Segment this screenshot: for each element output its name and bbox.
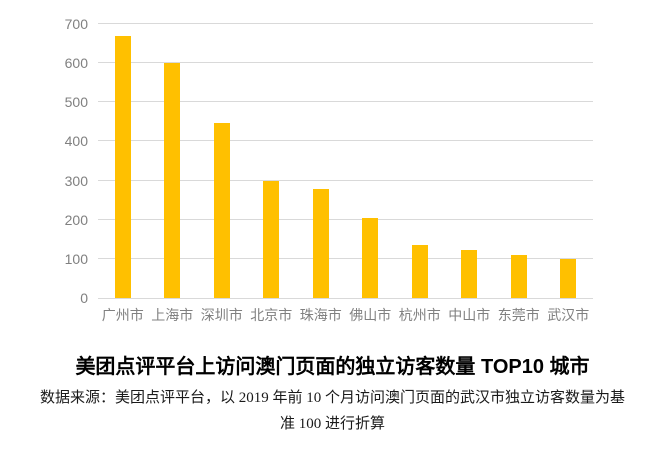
y-tick-label-100: 100 bbox=[64, 250, 88, 267]
y-tick-label-300: 300 bbox=[64, 172, 88, 189]
x-axis-label-3: 北京市 bbox=[250, 307, 293, 323]
x-axis-label-0: 广州市 bbox=[101, 307, 144, 323]
bar-band-1 bbox=[148, 24, 198, 298]
gridline-300 bbox=[98, 179, 593, 181]
gridline-400 bbox=[98, 140, 593, 142]
bar-series bbox=[98, 24, 593, 298]
gridline-700 bbox=[98, 23, 593, 24]
y-tick-label-0: 0 bbox=[80, 290, 88, 306]
bar-band-8 bbox=[494, 24, 544, 298]
x-axis-label-8: 东莞市 bbox=[497, 307, 540, 323]
bar-band-9 bbox=[544, 24, 594, 298]
plot-area bbox=[98, 23, 593, 299]
gridline-600 bbox=[98, 62, 593, 64]
gridline-500 bbox=[98, 101, 593, 103]
y-tick-label-600: 600 bbox=[64, 55, 88, 72]
bar-深圳市 bbox=[213, 122, 230, 298]
x-axis-label-6: 杭州市 bbox=[398, 307, 441, 323]
y-tick-label-700: 700 bbox=[64, 16, 88, 32]
bar-band-6 bbox=[395, 24, 445, 298]
bar-杭州市 bbox=[411, 245, 428, 298]
bar-东莞市 bbox=[510, 254, 527, 298]
chart-title: 美团点评平台上访问澳门页面的独立访客数量 TOP10 城市 bbox=[75, 356, 590, 378]
gridline-200 bbox=[98, 218, 593, 220]
x-axis-label-1: 上海市 bbox=[151, 307, 194, 323]
x-axis-label-5: 佛山市 bbox=[349, 307, 392, 323]
x-axis-label-2: 深圳市 bbox=[200, 307, 243, 323]
x-axis-label-9: 武汉市 bbox=[547, 307, 590, 323]
bar-band-0 bbox=[98, 24, 148, 298]
bar-band-7 bbox=[445, 24, 495, 298]
gridline-100 bbox=[98, 257, 593, 259]
bar-band-5 bbox=[346, 24, 396, 298]
bar-上海市 bbox=[164, 63, 181, 298]
bar-band-3 bbox=[247, 24, 297, 298]
source-note: 数据来源：美团点评平台，以 2019 年前 10 个月访问澳门页面的武汉市独立访… bbox=[0, 385, 665, 437]
y-tick-label-200: 200 bbox=[64, 211, 88, 228]
y-tick-label-400: 400 bbox=[64, 133, 88, 150]
bar-佛山市 bbox=[362, 217, 379, 298]
source-note-line-1: 数据来源：美团点评平台，以 2019 年前 10 个月访问澳门页面的武汉市独立访… bbox=[39, 390, 625, 406]
bar-武汉市 bbox=[560, 258, 577, 298]
x-axis-label-4: 珠海市 bbox=[299, 307, 342, 323]
bar-北京市 bbox=[263, 181, 280, 298]
bar-珠海市 bbox=[312, 189, 329, 298]
x-axis-labels: 广州市 上海市 深圳市 北京市 珠海市 佛山市 杭州市 中山市 东莞市 武汉市 bbox=[98, 305, 593, 325]
bar-band-2 bbox=[197, 24, 247, 298]
bar-band-4 bbox=[296, 24, 346, 298]
bar-广州市 bbox=[114, 35, 131, 298]
source-note-line-2: 准 100 进行折算 bbox=[279, 416, 385, 432]
y-tick-label-500: 500 bbox=[64, 94, 88, 111]
x-axis-label-7: 中山市 bbox=[448, 307, 491, 323]
bar-中山市 bbox=[461, 250, 478, 298]
